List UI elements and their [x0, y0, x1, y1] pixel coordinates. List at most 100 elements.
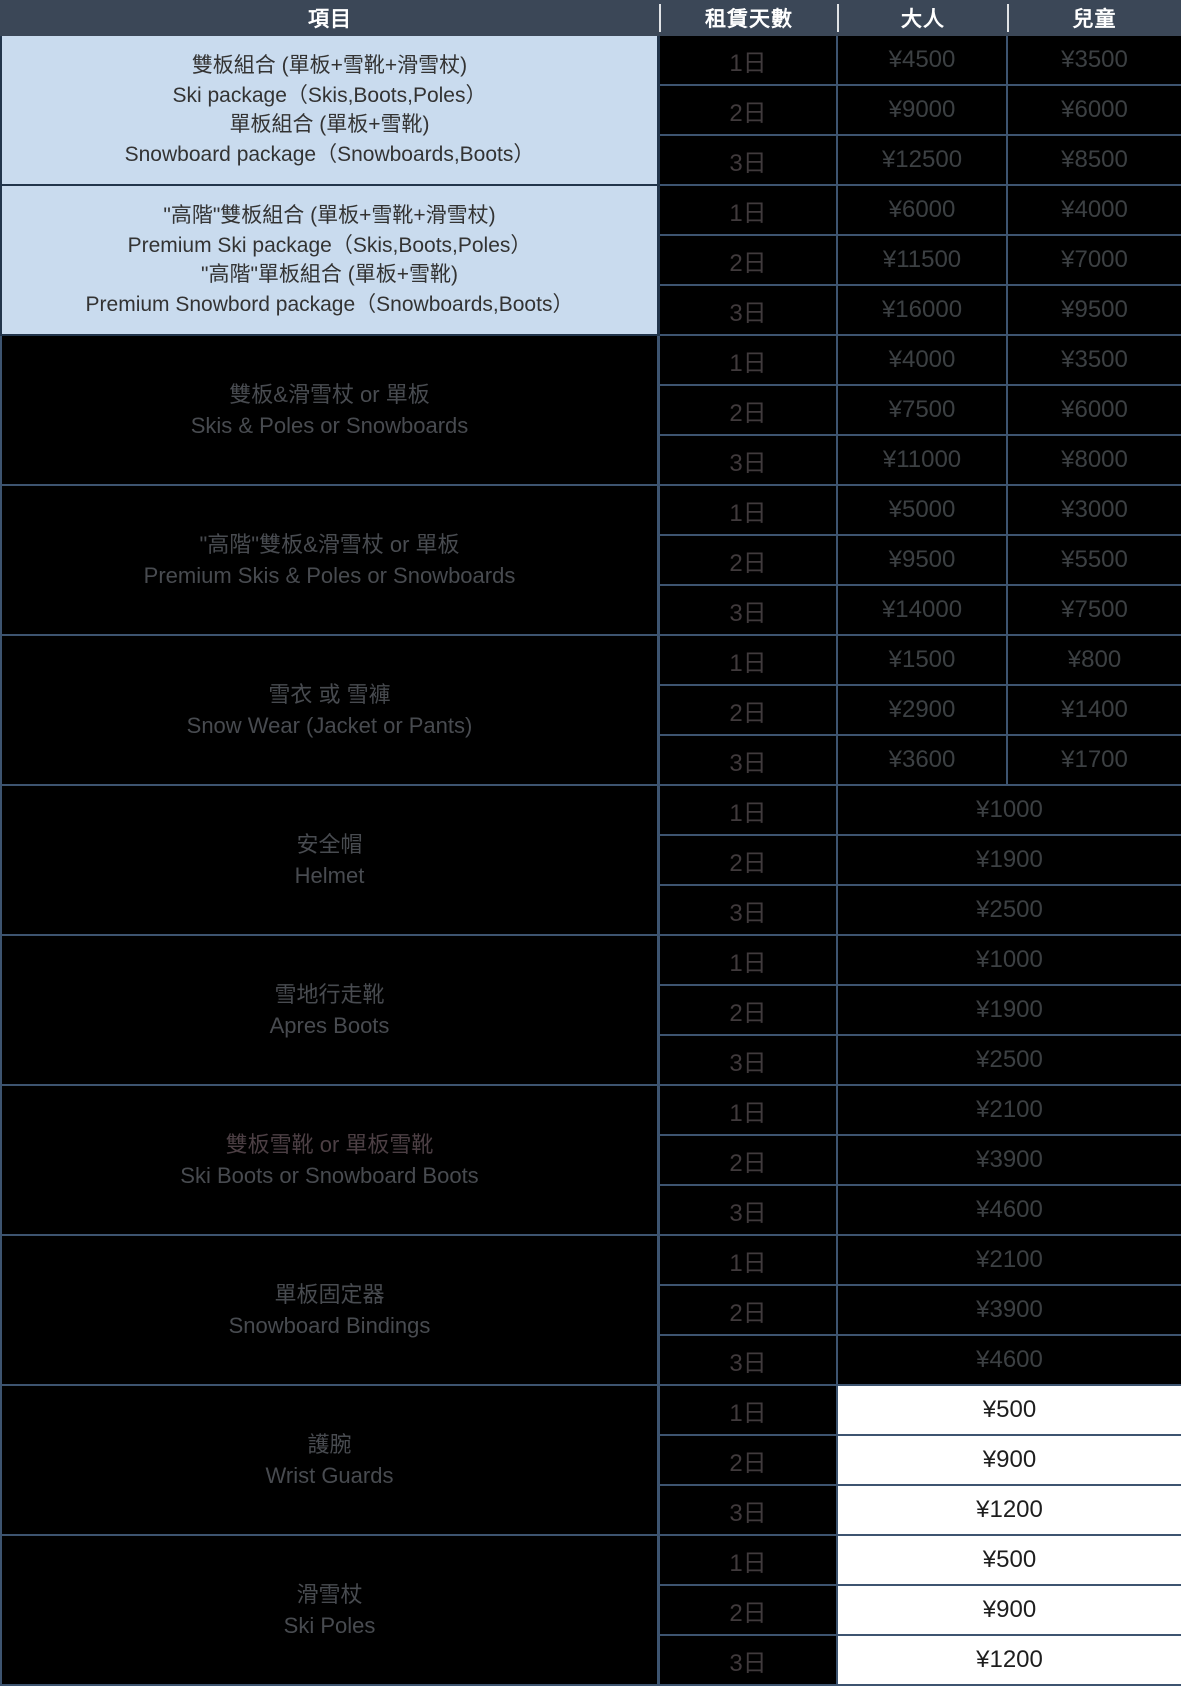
combined-price-cell: ¥500	[838, 1536, 1181, 1586]
adult-price-cell: ¥3600	[838, 736, 1008, 786]
table-header-row: 項目 租賃天數 大人 兒童	[0, 0, 1181, 36]
day-cell: 1日	[660, 936, 838, 986]
item-label-zh: 安全帽	[296, 832, 363, 857]
child-price-cell: ¥800	[1008, 636, 1181, 686]
item-label-en: Premium Skis & Poles or Snowboards	[143, 563, 516, 588]
day-cell: 2日	[660, 836, 838, 886]
day-cell: 1日	[660, 336, 838, 386]
combined-price-cell: ¥900	[838, 1586, 1181, 1636]
item-label-en: Snowboard Bindings	[228, 1313, 431, 1338]
item-cell: 雙板雪靴 or 單板雪靴 Ski Boots or Snowboard Boots	[0, 1086, 660, 1236]
child-price-cell: ¥5500	[1008, 536, 1181, 586]
item-cell: 滑雪杖 Ski Poles	[0, 1536, 660, 1686]
item-block: 護腕 Wrist Guards 1日 ¥500 2日 ¥900 3日 ¥1200	[0, 1386, 1181, 1536]
item-label-en: Premium Snowbord package（Snowboards,Boot…	[85, 292, 574, 316]
day-cell: 3日	[660, 1186, 838, 1236]
item-cell: 雪衣 或 雪褲 Snow Wear (Jacket or Pants)	[0, 636, 660, 786]
item-label-zh: 雪衣 或 雪褲	[268, 682, 391, 707]
item-block: 滑雪杖 Ski Poles 1日 ¥500 2日 ¥900 3日 ¥1200	[0, 1536, 1181, 1686]
day-cell: 2日	[660, 1436, 838, 1486]
adult-price-cell: ¥5000	[838, 486, 1008, 536]
combined-price-cell: ¥2500	[838, 886, 1181, 936]
item-label-zh: 雙板組合 (單板+雪靴+滑雪杖)	[191, 54, 468, 77]
day-cell: 1日	[660, 1086, 838, 1136]
combined-price-cell: ¥1900	[838, 836, 1181, 886]
day-cell: 1日	[660, 1536, 838, 1586]
child-price-cell: ¥1700	[1008, 736, 1181, 786]
day-cell: 3日	[660, 436, 838, 486]
item-block: 雙板&滑雪杖 or 單板 Skis & Poles or Snowboards 1日…	[0, 336, 1181, 486]
combined-price-cell: ¥1200	[838, 1636, 1181, 1686]
combined-price-cell: ¥2500	[838, 1036, 1181, 1086]
day-cell: 1日	[660, 1386, 838, 1436]
item-cell: 雪地行走靴 Apres Boots	[0, 936, 660, 1086]
item-block: "高階"雙板&滑雪杖 or 單板 Premium Skis & Poles or …	[0, 486, 1181, 636]
day-cell: 2日	[660, 1586, 838, 1636]
item-block: 雪衣 或 雪褲 Snow Wear (Jacket or Pants) 1日 ¥150…	[0, 636, 1181, 786]
child-price-cell: ¥7000	[1008, 236, 1181, 286]
child-price-cell: ¥9500	[1008, 286, 1181, 336]
day-cell: 2日	[660, 236, 838, 286]
child-price-cell: ¥3500	[1008, 36, 1181, 86]
child-price-cell: ¥4000	[1008, 186, 1181, 236]
day-cell: 1日	[660, 486, 838, 536]
combined-price-cell: ¥4600	[838, 1336, 1181, 1386]
day-cell: 3日	[660, 1336, 838, 1386]
combined-price-cell: ¥500	[838, 1386, 1181, 1436]
combined-price-cell: ¥4600	[838, 1186, 1181, 1236]
item-label-en: Apres Boots	[269, 1013, 390, 1038]
day-cell: 2日	[660, 686, 838, 736]
combined-price-cell: ¥2100	[838, 1086, 1181, 1136]
item-label-en: Premium Ski package（Skis,Boots,Poles）	[127, 233, 532, 257]
item-label-en: Ski package（Skis,Boots,Poles）	[172, 83, 487, 107]
adult-price-cell: ¥2900	[838, 686, 1008, 736]
item-cell: "高階"雙板&滑雪杖 or 單板 Premium Skis & Poles or …	[0, 486, 660, 636]
item-label-zh: 護腕	[307, 1432, 352, 1457]
combined-price-cell: ¥1000	[838, 936, 1181, 986]
child-price-cell: ¥8500	[1008, 136, 1181, 186]
day-cell: 3日	[660, 886, 838, 936]
day-cell: 3日	[660, 736, 838, 786]
adult-price-cell: ¥1500	[838, 636, 1008, 686]
item-label-en: Ski Poles	[283, 1613, 376, 1638]
child-price-cell: ¥8000	[1008, 436, 1181, 486]
item-cell: 護腕 Wrist Guards	[0, 1386, 660, 1536]
child-price-cell: ¥7500	[1008, 586, 1181, 636]
item-label-zh: 滑雪杖	[296, 1582, 363, 1607]
item-block: 雪地行走靴 Apres Boots 1日 ¥1000 2日 ¥1900 3日 ¥2500	[0, 936, 1181, 1086]
item-label-zh: 雙板雪靴 or 單板雪靴	[225, 1132, 434, 1157]
adult-price-cell: ¥9500	[838, 536, 1008, 586]
item-label-zh: 單板固定器	[274, 1282, 385, 1307]
day-cell: 3日	[660, 286, 838, 336]
child-price-cell: ¥1400	[1008, 686, 1181, 736]
item-label-en: Snow Wear (Jacket or Pants)	[186, 713, 473, 738]
item-cell: 單板固定器 Snowboard Bindings	[0, 1236, 660, 1386]
combined-price-cell: ¥1900	[838, 986, 1181, 1036]
item-label-zh: "高階"單板組合 (單板+雪靴)	[201, 263, 458, 286]
adult-price-cell: ¥12500	[838, 136, 1008, 186]
item-block: "高階"雙板組合 (單板+雪靴+滑雪杖) Premium Ski package（…	[0, 186, 1181, 336]
item-block: 雙板雪靴 or 單板雪靴 Ski Boots or Snowboard Boots…	[0, 1086, 1181, 1236]
item-label-en: Skis & Poles or Snowboards	[190, 413, 469, 438]
day-cell: 3日	[660, 1036, 838, 1086]
combined-price-cell: ¥1000	[838, 786, 1181, 836]
item-label-en: Ski Boots or Snowboard Boots	[180, 1163, 479, 1188]
item-block: 單板固定器 Snowboard Bindings 1日 ¥2100 2日 ¥3900 3日 ¥…	[0, 1236, 1181, 1386]
adult-price-cell: ¥11500	[838, 236, 1008, 286]
combined-price-cell: ¥3900	[838, 1136, 1181, 1186]
item-label-en: Snowboard package（Snowboards,Boots）	[124, 142, 535, 166]
item-label-en: Wrist Guards	[265, 1463, 394, 1488]
day-cell: 2日	[660, 86, 838, 136]
day-cell: 2日	[660, 986, 838, 1036]
item-cell: 雙板組合 (單板+雪靴+滑雪杖) Ski package（Skis,Boots,P…	[0, 36, 660, 186]
adult-price-cell: ¥4000	[838, 336, 1008, 386]
table-body: 雙板組合 (單板+雪靴+滑雪杖) Ski package（Skis,Boots,P…	[0, 36, 1181, 1686]
col-header-child: 兒童	[1007, 0, 1181, 36]
item-cell: 雙板&滑雪杖 or 單板 Skis & Poles or Snowboards	[0, 336, 660, 486]
adult-price-cell: ¥11000	[838, 436, 1008, 486]
item-label-zh: 雪地行走靴	[274, 982, 385, 1007]
day-cell: 1日	[660, 1236, 838, 1286]
combined-price-cell: ¥1200	[838, 1486, 1181, 1536]
day-cell: 1日	[660, 636, 838, 686]
day-cell: 2日	[660, 1286, 838, 1336]
